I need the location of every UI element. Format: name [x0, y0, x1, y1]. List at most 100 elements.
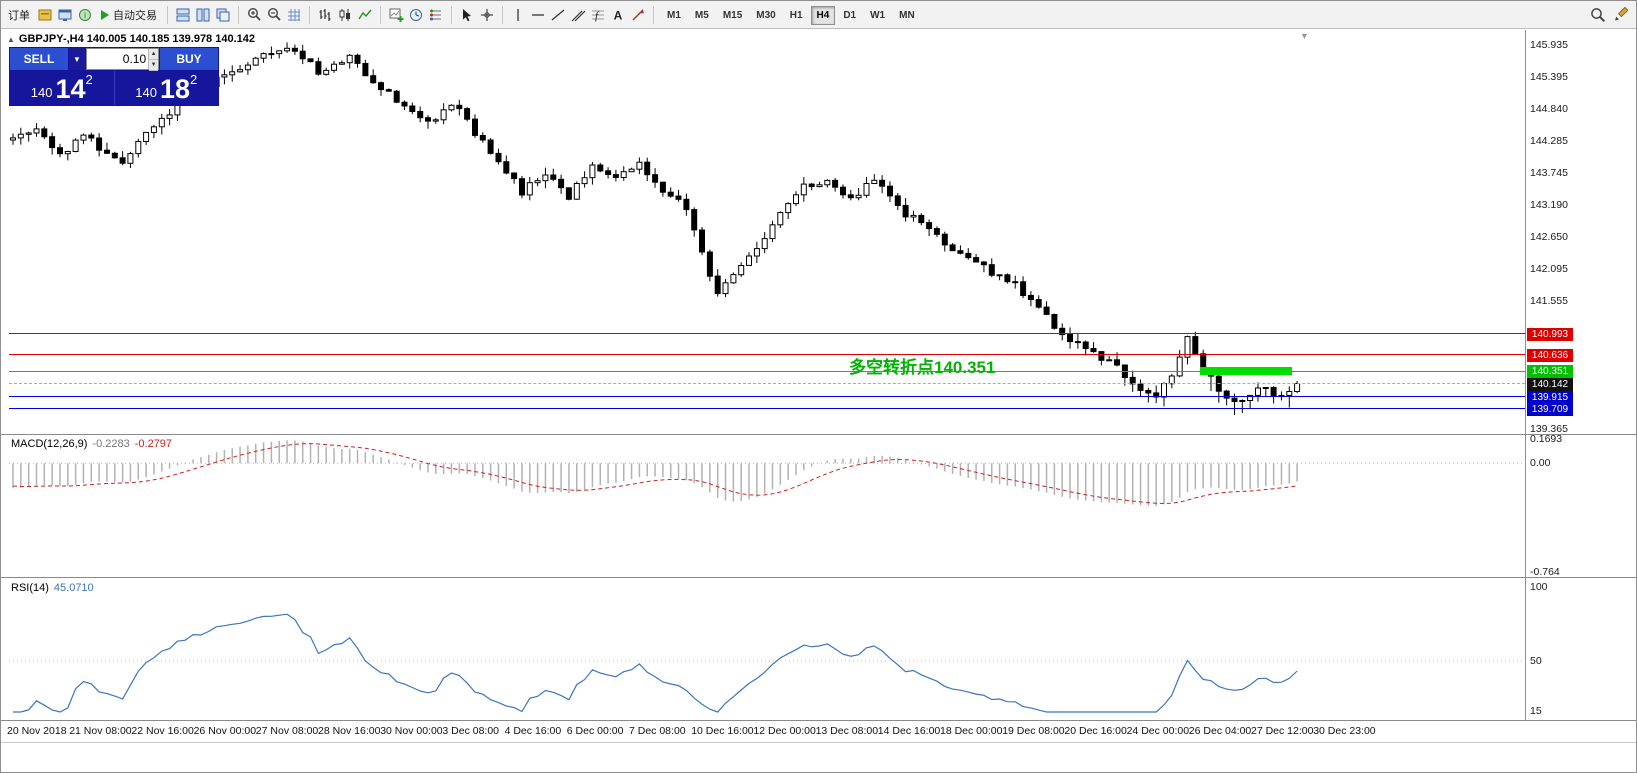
- autotrade-button[interactable]: 自动交易: [96, 4, 161, 26]
- price-axis-label: 142.095: [1530, 263, 1568, 276]
- data-window-icon[interactable]: i: [76, 5, 94, 25]
- time-axis-label: 20 Nov 2018: [7, 725, 67, 737]
- timeframe-m1[interactable]: M1: [661, 6, 687, 25]
- price-line-140.351[interactable]: [9, 370, 1525, 372]
- toolbar-separator: [167, 5, 168, 24]
- new-chart-icon[interactable]: [387, 5, 405, 25]
- time-axis-label: 22 Nov 16:00: [131, 725, 194, 737]
- time-axis-label: 6 Dec 00:00: [566, 725, 624, 737]
- crosshair-icon[interactable]: [478, 5, 496, 25]
- zoom-out-icon[interactable]: [265, 5, 283, 25]
- volume-down-button[interactable]: ▼: [149, 60, 158, 71]
- price-badge-139.915: 139.915: [1527, 390, 1573, 404]
- svg-text:A: A: [614, 8, 623, 22]
- vertical-line-tool-icon[interactable]: [509, 5, 527, 25]
- autotrade-label: 自动交易: [113, 9, 157, 22]
- arrange-windows-icon[interactable]: [214, 5, 232, 25]
- timeframe-h1[interactable]: H1: [784, 6, 809, 25]
- line-chart-type-icon[interactable]: [356, 5, 374, 25]
- timeframe-h4[interactable]: H4: [810, 5, 836, 25]
- toolbar-separator: [502, 5, 503, 24]
- volume-up-button[interactable]: ▲: [149, 49, 158, 60]
- text-tool-icon[interactable]: A: [609, 5, 627, 25]
- collapse-icon[interactable]: ▲: [7, 34, 15, 44]
- svg-text:f: f: [595, 10, 600, 22]
- time-axis-label: 7 Dec 08:00: [629, 725, 686, 737]
- chart-profile-icon[interactable]: [36, 5, 54, 25]
- time-axis-label: 14 Dec 16:00: [877, 725, 941, 737]
- periods-icon[interactable]: [407, 5, 425, 25]
- buy-price-display[interactable]: 140 18 2: [115, 71, 219, 105]
- time-axis-label: 28 Nov 16:00: [318, 725, 381, 737]
- price-line-140.636[interactable]: [9, 354, 1525, 356]
- macd-axis-label: 0.00: [1530, 457, 1551, 470]
- trendline-tool-icon[interactable]: [549, 5, 567, 25]
- time-axis-label: 12 Dec 00:00: [753, 725, 816, 737]
- price-line-139.915[interactable]: [9, 396, 1525, 398]
- pencil-icon[interactable]: [1611, 5, 1629, 25]
- play-icon: [101, 9, 109, 20]
- fibonacci-tool-icon[interactable]: f: [589, 5, 607, 25]
- buy-price-base: 140: [135, 85, 157, 100]
- panel-separator[interactable]: [1, 577, 1636, 578]
- zoom-in-icon[interactable]: [245, 5, 263, 25]
- buy-button[interactable]: BUY: [160, 48, 218, 70]
- market-watch-icon[interactable]: [56, 5, 74, 25]
- price-line-140.993[interactable]: [9, 333, 1525, 335]
- green-highlight-segment[interactable]: [1200, 367, 1293, 376]
- rsi-name: RSI(14): [11, 582, 49, 594]
- sell-button[interactable]: SELL: [10, 48, 68, 70]
- grid-icon[interactable]: [285, 5, 303, 25]
- price-axis-label: 143.745: [1530, 166, 1568, 179]
- buy-price-pips: 18: [159, 74, 190, 104]
- panel-separator: [1, 720, 1636, 721]
- timeframe-mn[interactable]: MN: [893, 6, 921, 25]
- panel-separator[interactable]: [1, 434, 1636, 435]
- timeframe-w1[interactable]: W1: [864, 6, 891, 25]
- time-axis-label: 30 Dec 23:00: [1313, 725, 1376, 737]
- price-axis-border: [1525, 30, 1526, 720]
- time-axis-label: 10 Dec 16:00: [691, 725, 754, 737]
- bar-chart-type-icon[interactable]: [316, 5, 334, 25]
- one-click-trading-panel: SELL ▼ ▲ ▼ BUY 140 14 2 140 18 2: [9, 47, 219, 106]
- volume-spinner: ▲ ▼: [148, 49, 158, 71]
- timeframe-d1[interactable]: D1: [837, 6, 862, 25]
- time-axis-label: 27 Nov 08:00: [255, 725, 319, 737]
- search-icon[interactable]: [1589, 5, 1607, 25]
- rsi-value: 45.0710: [53, 582, 94, 594]
- pivot-annotation-text[interactable]: 多空转折点140.351: [849, 358, 996, 377]
- timeframe-m30[interactable]: M30: [750, 6, 781, 25]
- time-axis-label: 26 Nov 00:00: [193, 725, 257, 737]
- symbol-ohlc-text: GBPJPY-,H4 140.005 140.185 139.978 140.1…: [18, 33, 255, 45]
- sell-price-base: 140: [30, 85, 53, 100]
- cursor-icon[interactable]: [458, 5, 476, 25]
- price-line-139.709[interactable]: [9, 408, 1525, 410]
- horizontal-line-tool-icon[interactable]: [529, 5, 547, 25]
- time-axis-label: 30 Nov 00:00: [380, 725, 443, 737]
- price-line-140.142[interactable]: [9, 383, 1525, 384]
- macd-main-value: -0.2283: [92, 438, 130, 450]
- timeframe-group: M1 M5 M15 M30 H1 H4 D1 W1 MN: [660, 5, 922, 25]
- tile-windows-icon[interactable]: [174, 5, 192, 25]
- price-axis-label: 145.935: [1530, 39, 1568, 52]
- candle-chart-type-icon[interactable]: [336, 5, 354, 25]
- order-button[interactable]: 订单: [4, 4, 34, 26]
- timeframe-m5[interactable]: M5: [689, 6, 715, 25]
- channel-tool-icon[interactable]: [569, 5, 587, 25]
- price-axis-label: 144.285: [1530, 135, 1568, 148]
- volume-dropdown-button[interactable]: ▼: [69, 48, 85, 70]
- rsi-axis-label: 15: [1530, 705, 1542, 717]
- volume-input[interactable]: [87, 49, 149, 69]
- chart-shift-marker[interactable]: ▼: [1300, 31, 1309, 41]
- cascade-windows-icon[interactable]: [194, 5, 212, 25]
- indicators-icon[interactable]: [427, 5, 445, 25]
- price-axis-label: 145.395: [1530, 70, 1568, 83]
- macd-signal-value: -0.2797: [134, 438, 173, 450]
- timeframe-m15[interactable]: M15: [717, 6, 748, 25]
- price-axis-label: 144.840: [1530, 103, 1568, 115]
- time-axis-label: 18 Dec 00:00: [940, 725, 1003, 737]
- sell-price-display[interactable]: 140 14 2: [10, 71, 114, 105]
- arrows-tool-icon[interactable]: [629, 5, 647, 25]
